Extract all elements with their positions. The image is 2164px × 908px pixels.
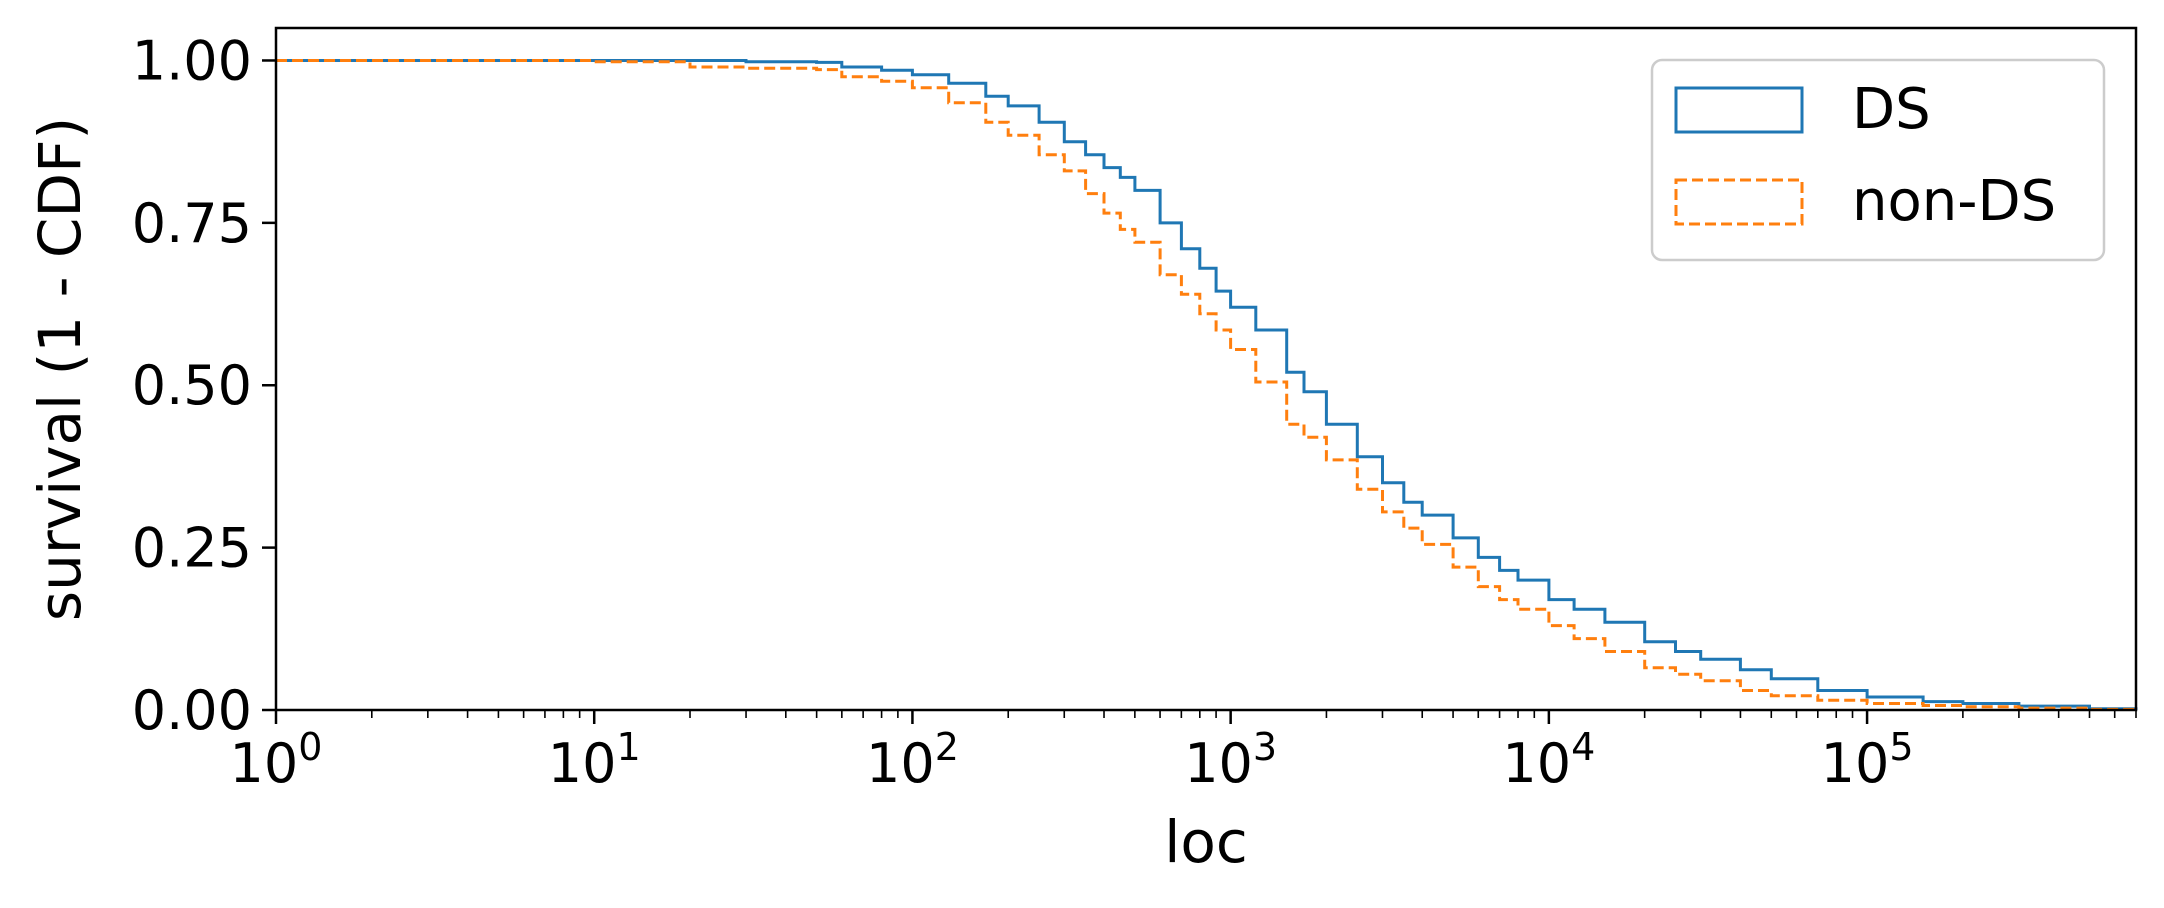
x-tick-label: 101 bbox=[548, 725, 641, 795]
ticks-layer: 100 101 102 103 104 105 0.00 0.25 0.50 0.75 1.00 bbox=[132, 29, 2137, 795]
y-axis-label: survival (1 - CDF) bbox=[26, 117, 94, 621]
axes-layer bbox=[274, 26, 2138, 712]
y-tick-label: 0.50 bbox=[132, 354, 252, 417]
y-tick-label: 0.25 bbox=[132, 517, 252, 580]
x-tick-label: 100 bbox=[230, 725, 323, 795]
legend-label-non-ds: non-DS bbox=[1852, 169, 2056, 234]
y-tick-label: 0.00 bbox=[132, 679, 252, 742]
plot-frame bbox=[274, 26, 2138, 712]
y-tick-label: 1.00 bbox=[132, 29, 252, 92]
x-tick-label: 102 bbox=[866, 725, 959, 795]
series-layer bbox=[276, 59, 2138, 711]
legend-box bbox=[1650, 58, 2106, 262]
legend-swatch-non-ds bbox=[1674, 178, 1804, 226]
x-tick-label: 103 bbox=[1184, 725, 1277, 795]
x-tick-label: 104 bbox=[1502, 725, 1595, 795]
y-tick-label: 0.75 bbox=[132, 192, 252, 255]
legend-label-ds: DS bbox=[1852, 77, 1931, 142]
series-line-ds bbox=[276, 59, 2138, 711]
x-tick-label: 105 bbox=[1821, 725, 1914, 795]
series-line-non-ds bbox=[276, 59, 2138, 711]
x-axis-label: loc bbox=[1164, 808, 1248, 876]
legend: DS non-DS bbox=[1650, 58, 2106, 262]
legend-swatch-ds bbox=[1674, 86, 1804, 134]
